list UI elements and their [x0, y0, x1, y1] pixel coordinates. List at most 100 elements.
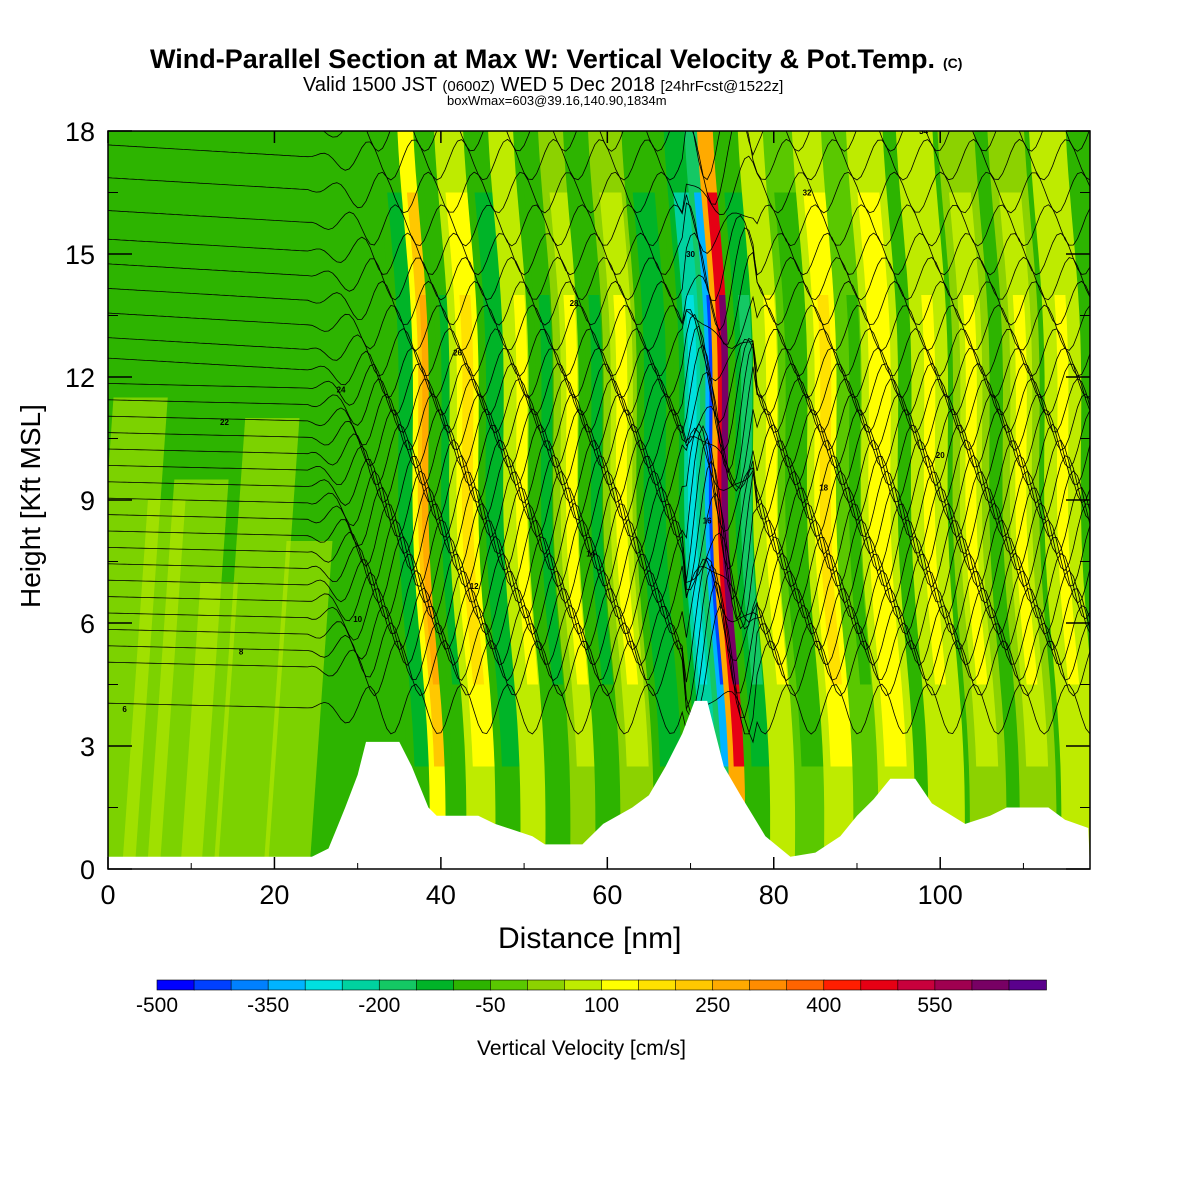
- theta-contour-line: [108, 580, 1090, 718]
- colorbar-tick-label: -200: [358, 994, 400, 1017]
- theta-contour-line: [108, 558, 1090, 638]
- colorbar-swatch: [230, 979, 269, 991]
- y-tick-label: 9: [80, 486, 95, 516]
- terrain-mask: [108, 700, 1090, 869]
- colorbar-swatch: [527, 979, 566, 991]
- theta-contour-line: [108, 552, 1090, 623]
- theta-contour-label: 18: [819, 484, 828, 493]
- theta-contour-line: [108, 423, 1090, 490]
- box-info: boxWmax=603@39.16,140.90,1834m: [447, 93, 667, 108]
- theta-contour-label: 6: [122, 705, 127, 714]
- theta-contour-line: [108, 425, 1090, 570]
- theta-contour-line: [108, 251, 1090, 345]
- theta-contour-label: 12: [470, 582, 479, 591]
- theta-contour-label: 10: [353, 615, 362, 624]
- colorbar-swatch: [601, 979, 640, 991]
- colorbar-swatch: [712, 979, 751, 991]
- colorbar-swatch: [341, 979, 381, 991]
- colorbar-tick-label: -500: [136, 994, 178, 1017]
- title-mark: (C): [942, 55, 963, 71]
- colorbar-swatch: [675, 979, 714, 991]
- theta-contour-line: [108, 325, 1090, 452]
- theta-contour-line: [108, 227, 1090, 332]
- theta-contour-line: [108, 683, 1090, 744]
- colorbar-swatch: [638, 979, 677, 991]
- colorbar-swatch: [193, 979, 232, 991]
- theta-contour-label: 28: [570, 299, 579, 308]
- y-tick-label: 15: [65, 240, 95, 270]
- colorbar-swatch: [934, 979, 973, 991]
- colorbar-swatch: [267, 979, 306, 991]
- colorbar-swatch: [971, 979, 1010, 991]
- colorbar-swatch: [860, 979, 899, 991]
- wave-column: [987, 131, 1057, 869]
- theta-contour-label: 16: [703, 517, 712, 526]
- colorbar-swatch: [564, 979, 603, 991]
- theta-contour-line: [108, 406, 1090, 492]
- theta-contour-label: 32: [803, 189, 812, 198]
- theta-contour-line: [108, 366, 1090, 487]
- y-tick-label: 6: [80, 609, 95, 639]
- colorbar-tick-label: 100: [584, 994, 619, 1017]
- colorbar-tick-label: 250: [695, 994, 730, 1017]
- colorbar-swatch: [378, 979, 418, 991]
- colorbar-swatch: [453, 979, 492, 991]
- field-patch: [213, 418, 300, 869]
- theta-contour-label: 8: [239, 648, 244, 657]
- x-tick-label: 40: [426, 880, 456, 910]
- colorbar: -500 -350 -200 -50 100 250 400 550: [136, 979, 1047, 1017]
- theta-contour-label: 30: [686, 250, 695, 259]
- terrain: [108, 700, 1090, 869]
- theta-contour-line: [108, 131, 1090, 205]
- x-tick-label: 20: [259, 880, 289, 910]
- theta-contour-label: 20: [936, 451, 945, 460]
- colorbar-swatch: [1008, 979, 1047, 991]
- colorbar-swatch: [786, 979, 825, 991]
- colorbar-tick-label: -50: [475, 994, 505, 1017]
- field-patch: [180, 582, 239, 869]
- theta-contour-label: 26: [453, 348, 462, 357]
- theta-contour-line: [108, 492, 1090, 630]
- colorbar-swatch: [490, 979, 529, 991]
- theta-contour-line: [108, 564, 1090, 709]
- theta-contour-line: [108, 427, 1090, 504]
- colorbar-tick-label: -350: [247, 994, 289, 1017]
- field-patch: [263, 541, 333, 869]
- x-tick-label: 80: [759, 880, 789, 910]
- theta-contour-line: [108, 155, 1090, 216]
- colorbar-swatch: [415, 979, 455, 991]
- colorbar-swatch: [156, 979, 195, 991]
- theta-contour-line: [322, 131, 1090, 181]
- x-axis-label: Distance [nm]: [498, 922, 682, 955]
- x-tick-label: 0: [100, 880, 115, 910]
- theta-contour-line: [108, 459, 1090, 620]
- colorbar-swatch: [897, 979, 936, 991]
- theta-contour-label: 22: [220, 418, 229, 427]
- theta-contour-line: [108, 194, 1090, 254]
- y-tick-label: 3: [80, 732, 95, 762]
- colorbar-swatch: [304, 979, 344, 991]
- theta-contour-line: [108, 437, 1090, 600]
- y-tick-label: 12: [65, 363, 95, 393]
- wave-column: [937, 131, 1007, 869]
- valid-time-line: Valid 1500 JST (0600Z) WED 5 Dec 2018 [2…: [303, 74, 784, 96]
- colorbar-label: Vertical Velocity [cm/s]: [477, 1037, 686, 1060]
- colorbar-tick-label: 550: [917, 994, 952, 1017]
- theta-contour-line: [108, 557, 1090, 683]
- velocity-field: [108, 131, 1090, 869]
- chart-title: Wind-Parallel Section at Max W: Vertical…: [150, 44, 963, 74]
- theta-contour-line: [108, 342, 1090, 474]
- x-tick-label: 100: [918, 880, 963, 910]
- y-axis-label: Height [Kft MSL]: [15, 404, 46, 608]
- field-patch: [147, 479, 229, 869]
- colorbar-swatch: [749, 979, 788, 991]
- theta-contour-label: 34: [919, 127, 928, 136]
- wave-column: [846, 131, 915, 869]
- wave-column: [791, 131, 861, 869]
- axes: 0 20 40 60 80 100 0 3 6 9 12 15 18: [65, 117, 1090, 910]
- x-tick-label: 60: [592, 880, 622, 910]
- y-tick-label: 18: [65, 117, 95, 147]
- colorbar-swatch: [823, 979, 862, 991]
